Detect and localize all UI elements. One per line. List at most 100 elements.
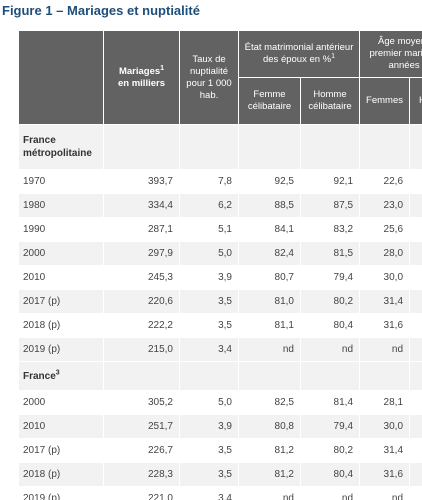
- header-mariages-sub: en milliers: [118, 77, 165, 89]
- mariages-cell: 251,7: [103, 414, 180, 439]
- year-cell: 2019 (p): [18, 486, 104, 500]
- header-taux: Taux de nuptialité pour 1 000 hab.: [179, 30, 239, 125]
- year-cell: 2019 (p): [18, 337, 104, 362]
- femme-celibataire-cell: 82,4: [238, 241, 301, 266]
- header-age-rest: premier mariage années: [369, 48, 422, 71]
- header-etat: État matrimonial antérieur des époux en …: [237, 30, 361, 78]
- age-hommes-cell: [409, 241, 422, 266]
- table-row: 2018 (p) 222,2 3,5 81,1 80,4 31,6: [18, 313, 422, 338]
- femme-celibataire-cell: 82,5: [238, 390, 301, 415]
- age-hommes-cell: [409, 217, 422, 242]
- year-cell: 2010: [18, 265, 104, 290]
- table-row: 2019 (p) 221,0 3,4 nd nd nd: [18, 486, 422, 500]
- homme-celibataire-cell: 80,2: [299, 289, 361, 314]
- age-femmes-cell: 30,0: [359, 265, 411, 290]
- mariages-cell: 334,4: [103, 193, 180, 218]
- taux-cell: 5,0: [179, 241, 239, 266]
- section-empty-cell: [179, 124, 239, 170]
- homme-celibataire-cell: 92,1: [299, 169, 361, 194]
- header-empty: [18, 30, 104, 125]
- age-hommes-cell: [409, 337, 422, 362]
- header-mariages: Mariages1 en milliers: [103, 30, 180, 125]
- age-hommes-cell: [409, 265, 422, 290]
- year-cell: 2017 (p): [18, 438, 104, 463]
- year-cell: 1980: [18, 193, 104, 218]
- table-row: 1980 334,4 6,2 88,5 87,5 23,0: [18, 193, 422, 218]
- mariages-cell: 228,3: [103, 462, 180, 487]
- table-header: Mariages1 en milliers Taux de nuptialité…: [18, 30, 422, 125]
- section-row: France métropolitaine: [18, 124, 422, 170]
- section-label-text: France métropolitaine: [23, 135, 92, 159]
- homme-celibataire-cell: 83,2: [299, 217, 361, 242]
- year-cell: 2018 (p): [18, 313, 104, 338]
- section-empty-cell: [179, 361, 239, 391]
- header-etat-label: État matrimonial antérieur des époux en …: [244, 42, 354, 65]
- table-row: 1970 393,7 7,8 92,5 92,1 22,6: [18, 169, 422, 194]
- section-label-text: France: [23, 370, 56, 382]
- age-femmes-cell: 31,4: [359, 289, 411, 314]
- taux-cell: 6,2: [179, 193, 239, 218]
- age-femmes-cell: 30,0: [359, 414, 411, 439]
- homme-celibataire-cell: 79,4: [299, 265, 361, 290]
- taux-cell: 3,9: [179, 414, 239, 439]
- section-note: 3: [55, 369, 60, 377]
- taux-cell: 3,5: [179, 289, 239, 314]
- age-femmes-cell: 25,6: [359, 217, 411, 242]
- age-hommes-cell: [409, 313, 422, 338]
- age-femmes-cell: nd: [359, 337, 411, 362]
- age-femmes-cell: 28,1: [359, 390, 411, 415]
- homme-celibataire-cell: 80,2: [299, 438, 361, 463]
- header-hommes: Hom: [409, 77, 422, 125]
- mariages-cell: 393,7: [103, 169, 180, 194]
- age-hommes-cell: [409, 486, 422, 500]
- mariages-cell: 221,0: [103, 486, 180, 500]
- femme-celibataire-cell: 92,5: [238, 169, 301, 194]
- section-empty-cell: [103, 361, 180, 391]
- table-body: France métropolitaine 1970 393,7 7,8 92,5 92,…: [18, 124, 422, 500]
- taux-cell: 3,9: [179, 265, 239, 290]
- table-row: 2019 (p) 215,0 3,4 nd nd nd: [18, 337, 422, 362]
- taux-cell: 3,5: [179, 313, 239, 338]
- table-row: 2017 (p) 220,6 3,5 81,0 80,2 31,4: [18, 289, 422, 314]
- figure-title: Figure 1 – Mariages et nuptialité: [2, 3, 200, 18]
- section-empty-cell: [409, 361, 422, 391]
- taux-cell: 3,5: [179, 438, 239, 463]
- mariages-cell: 287,1: [103, 217, 180, 242]
- mariages-cell: 222,2: [103, 313, 180, 338]
- table-row: 2010 245,3 3,9 80,7 79,4 30,0: [18, 265, 422, 290]
- taux-cell: 7,8: [179, 169, 239, 194]
- femme-celibataire-cell: 80,8: [238, 414, 301, 439]
- year-cell: 2000: [18, 390, 104, 415]
- section-label: France3: [18, 361, 104, 391]
- header-femmes: Femmes: [359, 77, 411, 125]
- femme-celibataire-cell: 81,1: [238, 313, 301, 338]
- table-row: 2018 (p) 228,3 3,5 81,2 80,4 31,6: [18, 462, 422, 487]
- homme-celibataire-cell: nd: [299, 486, 361, 500]
- mariages-cell: 245,3: [103, 265, 180, 290]
- homme-celibataire-cell: 80,4: [299, 462, 361, 487]
- mariages-cell: 226,7: [103, 438, 180, 463]
- homme-celibataire-cell: 81,4: [299, 390, 361, 415]
- age-femmes-cell: nd: [359, 486, 411, 500]
- age-femmes-cell: 22,6: [359, 169, 411, 194]
- year-cell: 2000: [18, 241, 104, 266]
- table-row: 2000 297,9 5,0 82,4 81,5 28,0: [18, 241, 422, 266]
- section-empty-cell: [103, 124, 180, 170]
- year-cell: 2018 (p): [18, 462, 104, 487]
- section-empty-cell: [359, 124, 411, 170]
- section-empty-cell: [299, 361, 361, 391]
- section-empty-cell: [238, 361, 301, 391]
- homme-celibataire-cell: 80,4: [299, 313, 361, 338]
- mariages-cell: 297,9: [103, 241, 180, 266]
- taux-cell: 5,1: [179, 217, 239, 242]
- age-hommes-cell: [409, 193, 422, 218]
- taux-cell: 5,0: [179, 390, 239, 415]
- table-container: Mariages1 en milliers Taux de nuptialité…: [18, 30, 422, 500]
- age-femmes-cell: 23,0: [359, 193, 411, 218]
- mariages-cell: 215,0: [103, 337, 180, 362]
- femme-celibataire-cell: 81,2: [238, 462, 301, 487]
- femme-celibataire-cell: 84,1: [238, 217, 301, 242]
- age-hommes-cell: [409, 438, 422, 463]
- section-row: France3: [18, 361, 422, 391]
- taux-cell: 3,4: [179, 486, 239, 500]
